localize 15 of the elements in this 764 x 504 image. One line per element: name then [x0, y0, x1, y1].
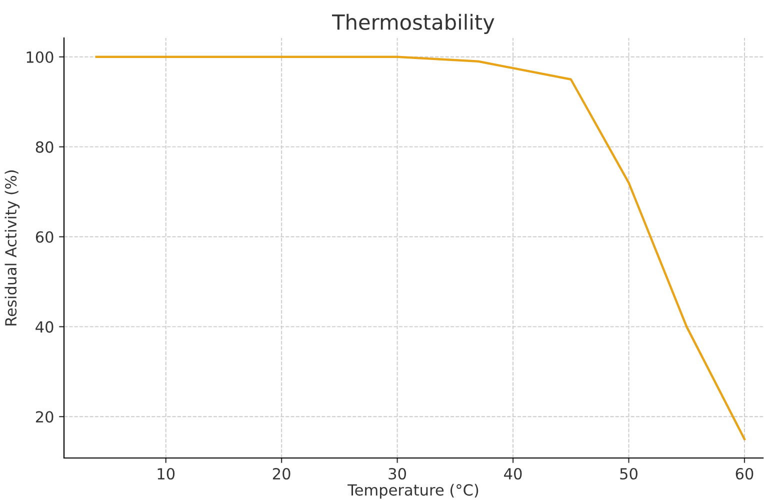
- y-tick-label: 80: [36, 141, 54, 153]
- y-tick-label: 100: [26, 51, 54, 63]
- x-tick-label: 50: [620, 468, 638, 480]
- line-series: [95, 56, 746, 440]
- y-axis-title: Residual Activity (%): [4, 170, 20, 326]
- x-tick-label: 40: [504, 468, 522, 480]
- y-tick-label: 20: [36, 411, 54, 423]
- y-tick-label: 40: [36, 321, 54, 333]
- x-tick-label: 30: [388, 468, 406, 480]
- x-tick-label: 10: [158, 468, 175, 480]
- x-axis-title: Temperature (°C): [348, 484, 478, 499]
- x-tick-label: 20: [272, 468, 290, 480]
- chart-title: Thermostability: [332, 14, 494, 34]
- y-tick-label: 60: [36, 231, 54, 243]
- x-tick-label: 60: [736, 468, 754, 480]
